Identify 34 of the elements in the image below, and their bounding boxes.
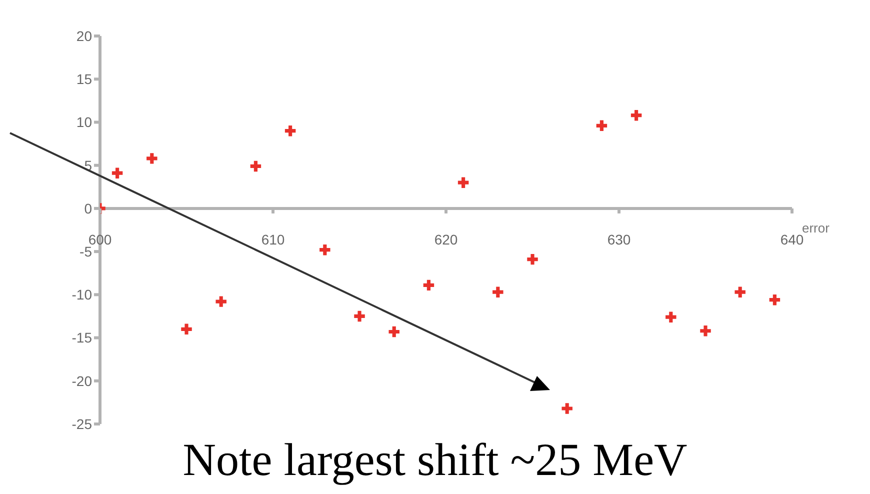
point (562, 403, 572, 414)
y-tick-label: -20 (72, 372, 92, 389)
point (250, 160, 262, 172)
point (734, 286, 746, 298)
point (458, 177, 469, 188)
point (700, 326, 711, 336)
point (527, 254, 538, 265)
point (181, 324, 192, 335)
x-tick-label: 610 (261, 231, 285, 248)
point (112, 168, 123, 178)
point (284, 125, 296, 136)
point (146, 153, 158, 164)
point (423, 280, 434, 291)
x-tick-label: 640 (780, 231, 804, 248)
point (354, 310, 365, 322)
point (596, 120, 608, 132)
text: Note largest shift ~25 MeV (182, 433, 688, 487)
y-tick-label: 20 (76, 28, 92, 44)
y-tick-label: 15 (76, 71, 92, 88)
y-tick-label: -10 (72, 286, 92, 303)
point (769, 294, 780, 306)
y-tick-label: -15 (72, 330, 92, 346)
x-axis-title: error (802, 220, 830, 236)
point (320, 244, 330, 256)
point (492, 286, 504, 298)
x-tick-label: 630 (607, 231, 631, 248)
y-tick-label: -25 (72, 416, 92, 432)
point (216, 296, 226, 307)
x-tick-label: 620 (434, 231, 458, 248)
y-tick-label: 10 (76, 114, 92, 130)
point (630, 110, 642, 121)
point (388, 326, 400, 338)
point (666, 312, 676, 322)
y-tick-label: 0 (84, 200, 92, 216)
